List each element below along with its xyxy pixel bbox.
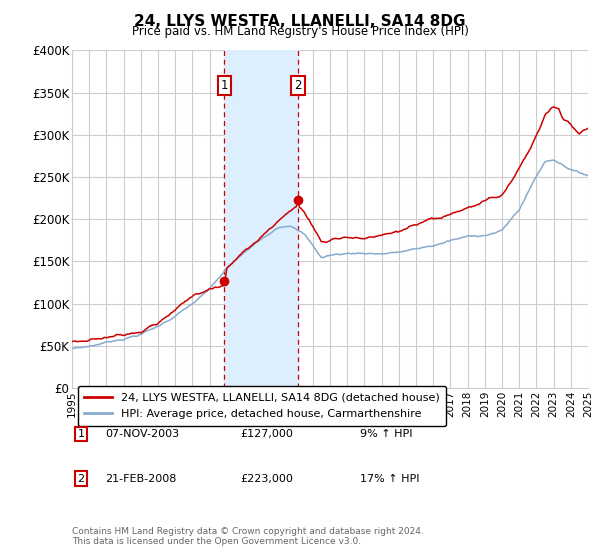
Legend: 24, LLYS WESTFA, LLANELLI, SA14 8DG (detached house), HPI: Average price, detach: 24, LLYS WESTFA, LLANELLI, SA14 8DG (det…: [77, 385, 446, 426]
Text: Contains HM Land Registry data © Crown copyright and database right 2024.
This d: Contains HM Land Registry data © Crown c…: [72, 526, 424, 546]
Bar: [224, 50, 298, 388]
Text: 1: 1: [77, 429, 85, 439]
Text: 17% ↑ HPI: 17% ↑ HPI: [360, 474, 419, 484]
Text: 9% ↑ HPI: 9% ↑ HPI: [360, 429, 413, 439]
Text: 2: 2: [77, 474, 85, 484]
Text: £127,000: £127,000: [240, 429, 293, 439]
Text: 21-FEB-2008: 21-FEB-2008: [105, 474, 176, 484]
Text: 07-NOV-2003: 07-NOV-2003: [105, 429, 179, 439]
Text: 2: 2: [294, 80, 302, 92]
Text: Price paid vs. HM Land Registry's House Price Index (HPI): Price paid vs. HM Land Registry's House …: [131, 25, 469, 38]
Text: 1: 1: [220, 80, 228, 92]
Text: 24, LLYS WESTFA, LLANELLI, SA14 8DG: 24, LLYS WESTFA, LLANELLI, SA14 8DG: [134, 14, 466, 29]
Text: £223,000: £223,000: [240, 474, 293, 484]
